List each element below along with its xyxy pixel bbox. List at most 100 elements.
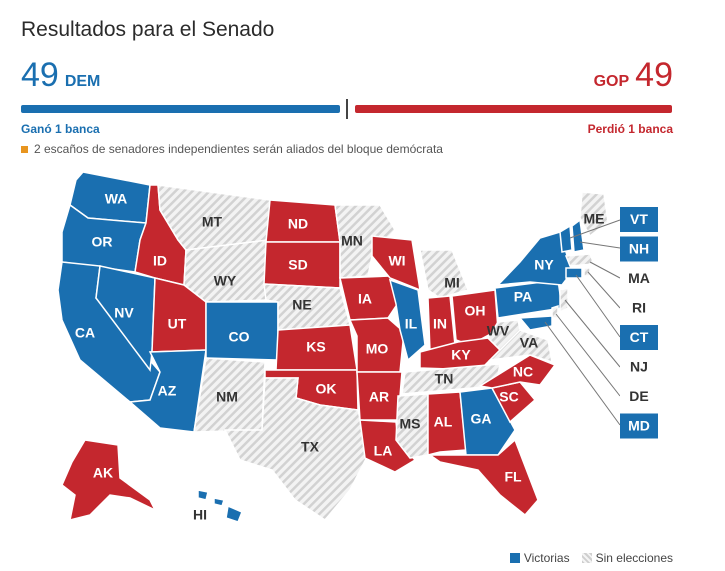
legend-none-swatch-icon bbox=[581, 553, 592, 563]
state-label-OH: OH bbox=[465, 303, 486, 319]
callout-DE[interactable]: DE bbox=[620, 384, 658, 409]
callout-VT[interactable]: VT bbox=[620, 207, 658, 232]
gop-change-note: Perdió 1 banca bbox=[587, 122, 673, 136]
state-label-HI: HI bbox=[193, 507, 207, 523]
state-label-PA: PA bbox=[514, 289, 532, 305]
state-WY[interactable] bbox=[183, 239, 269, 303]
callout-leader-lines bbox=[544, 219, 621, 426]
state-IA[interactable] bbox=[339, 275, 401, 321]
gop-seat-count: 49 bbox=[635, 56, 673, 94]
state-HI[interactable] bbox=[197, 489, 209, 501]
state-label-SC: SC bbox=[499, 389, 518, 405]
state-CT-shape[interactable] bbox=[565, 267, 583, 279]
dem-score: 49 DEM bbox=[21, 56, 106, 94]
state-label-CO: CO bbox=[229, 329, 250, 345]
state-label-KS: KS bbox=[306, 339, 325, 355]
state-OH[interactable] bbox=[451, 289, 499, 346]
state-label-CA: CA bbox=[75, 325, 95, 341]
state-label-ID: ID bbox=[153, 253, 167, 269]
state-label-KY: KY bbox=[451, 347, 471, 363]
legend-none-label: Sin elecciones bbox=[595, 551, 673, 565]
callout-NJ[interactable]: NJ bbox=[620, 354, 658, 380]
callout-NH[interactable]: NH bbox=[620, 236, 658, 262]
state-AK[interactable] bbox=[61, 439, 157, 522]
map-legend: Victorias Sin elecciones bbox=[498, 551, 673, 565]
state-label-ME: ME bbox=[584, 211, 605, 227]
state-MD-shape[interactable] bbox=[518, 315, 553, 331]
callout-box-MA[interactable] bbox=[620, 266, 658, 291]
callout-box-NH[interactable] bbox=[620, 236, 658, 262]
state-label-NC: NC bbox=[513, 364, 533, 380]
state-FL[interactable] bbox=[427, 438, 539, 517]
state-label-MN: MN bbox=[341, 233, 363, 249]
state-label-WA: WA bbox=[105, 191, 128, 207]
state-label-VA: VA bbox=[520, 335, 538, 351]
callout-RI[interactable]: RI bbox=[620, 295, 658, 321]
state-NJ-shape[interactable] bbox=[559, 287, 569, 314]
state-MS[interactable] bbox=[395, 393, 429, 459]
gop-seat-bar bbox=[355, 105, 672, 113]
state-label-TN: TN bbox=[435, 371, 454, 387]
state-label-ND: ND bbox=[288, 216, 308, 232]
state-label-AZ: AZ bbox=[158, 383, 177, 399]
state-GA[interactable] bbox=[459, 387, 516, 456]
state-MN[interactable] bbox=[334, 204, 396, 279]
state-label-GA: GA bbox=[471, 411, 492, 427]
page-title: Resultados para el Senado bbox=[21, 18, 275, 41]
state-LA[interactable] bbox=[359, 419, 417, 473]
callout-box-CT[interactable] bbox=[620, 325, 658, 350]
callout-label-RI: RI bbox=[632, 300, 646, 316]
callout-MD[interactable]: MD bbox=[620, 413, 658, 439]
state-WV[interactable] bbox=[487, 319, 521, 352]
state-label-WV: WV bbox=[487, 323, 510, 339]
state-RI-shape[interactable] bbox=[583, 267, 591, 277]
state-TX[interactable] bbox=[223, 377, 369, 521]
state-label-NM: NM bbox=[216, 389, 238, 405]
state-label-MI: MI bbox=[444, 275, 460, 291]
independent-note: 2 escaños de senadores independientes se… bbox=[21, 142, 443, 156]
dem-seat-count: 49 bbox=[21, 56, 59, 94]
callout-box-VT[interactable] bbox=[620, 207, 658, 232]
state-label-OR: OR bbox=[92, 234, 113, 250]
state-label-NE: NE bbox=[292, 297, 311, 313]
legend-win-swatch-icon bbox=[509, 553, 520, 563]
callout-box-MD[interactable] bbox=[620, 413, 658, 439]
state-AL[interactable] bbox=[427, 391, 467, 456]
state-NH-shape[interactable] bbox=[571, 218, 585, 253]
majority-marker bbox=[346, 99, 348, 119]
callout-box-RI[interactable] bbox=[620, 295, 658, 321]
legend-win-label: Victorias bbox=[523, 551, 570, 565]
callout-MA[interactable]: MA bbox=[620, 266, 658, 291]
state-HI-3[interactable] bbox=[225, 504, 243, 523]
independent-swatch-icon bbox=[21, 145, 28, 153]
state-HI-2[interactable] bbox=[213, 497, 225, 507]
dem-party-label: DEM bbox=[64, 73, 101, 90]
state-label-MO: MO bbox=[366, 341, 389, 357]
state-label-IN: IN bbox=[433, 316, 447, 332]
state-label-IL: IL bbox=[405, 316, 418, 332]
state-MI[interactable] bbox=[419, 249, 470, 299]
state-MA-shape[interactable] bbox=[564, 253, 596, 267]
state-label-NV: NV bbox=[114, 305, 134, 321]
state-AZ[interactable] bbox=[128, 349, 207, 433]
state-IL[interactable] bbox=[388, 278, 426, 362]
state-label-SD: SD bbox=[288, 257, 307, 273]
state-ME[interactable] bbox=[579, 191, 609, 238]
callout-box-NJ[interactable] bbox=[620, 354, 658, 380]
state-label-OK: OK bbox=[316, 381, 337, 397]
state-label-WI: WI bbox=[388, 253, 405, 269]
state-label-FL: FL bbox=[504, 469, 522, 485]
dem-seat-bar bbox=[21, 105, 340, 113]
state-WI[interactable] bbox=[371, 235, 421, 292]
callout-CT[interactable]: CT bbox=[620, 325, 658, 350]
state-label-UT: UT bbox=[168, 316, 187, 332]
state-label-AL: AL bbox=[434, 414, 453, 430]
state-NY[interactable] bbox=[496, 231, 573, 286]
callout-label-NJ: NJ bbox=[630, 359, 648, 375]
callout-box-DE[interactable] bbox=[620, 384, 658, 409]
callout-label-NH: NH bbox=[629, 241, 649, 257]
state-VT-shape[interactable] bbox=[559, 224, 573, 253]
gop-party-label: GOP bbox=[593, 73, 630, 90]
callout-label-VT: VT bbox=[630, 211, 648, 227]
